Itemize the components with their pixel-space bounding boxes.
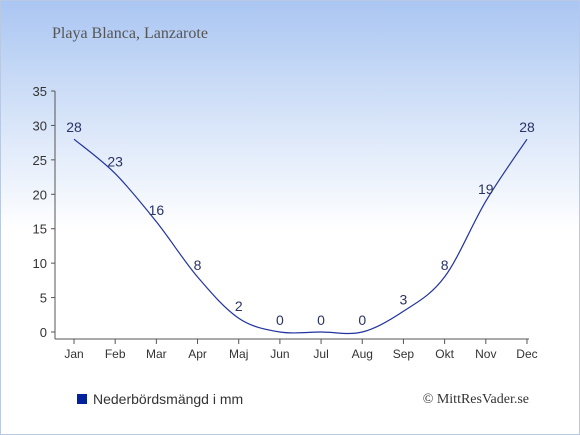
data-label: 28 <box>66 119 82 135</box>
plot-area: 28 23 16 8 2 0 0 0 3 8 19 28 <box>66 119 535 335</box>
y-tick-label: 25 <box>33 153 47 168</box>
data-label: 8 <box>441 257 449 273</box>
y-tick-label: 0 <box>40 325 47 340</box>
x-tick-label: Maj <box>229 347 248 361</box>
data-label: 16 <box>149 202 165 218</box>
x-tick-label: Okt <box>435 347 454 361</box>
copyright-text: © MittResVader.se <box>423 392 529 407</box>
x-tick-label: Aug <box>352 347 373 361</box>
x-tick-label: Apr <box>188 347 207 361</box>
x-tick-label: Jan <box>64 347 83 361</box>
data-label: 3 <box>400 291 408 307</box>
x-tick-label: Mar <box>146 347 167 361</box>
x-tick-label: Jul <box>313 347 328 361</box>
data-label: 0 <box>276 312 284 328</box>
x-tick-label: Feb <box>105 347 126 361</box>
chart-title: Playa Blanca, Lanzarote <box>52 25 208 42</box>
y-tick-label: 15 <box>33 222 47 237</box>
y-tick-label: 10 <box>33 256 47 271</box>
data-label: 28 <box>519 119 535 135</box>
x-tick-label: Jun <box>270 347 289 361</box>
y-tick-label: 5 <box>40 291 47 306</box>
data-label: 23 <box>107 154 123 170</box>
y-tick-label: 35 <box>33 84 47 99</box>
x-tick-label: Dec <box>516 347 537 361</box>
data-label: 19 <box>478 181 494 197</box>
legend-label: Nederbördsmängd i mm <box>93 391 243 407</box>
data-label: 0 <box>317 312 325 328</box>
precipitation-line <box>73 138 528 335</box>
y-tick-label: 30 <box>33 118 47 133</box>
data-label: 0 <box>358 312 366 328</box>
x-tick-label: Sep <box>393 347 415 361</box>
y-tick-label: 20 <box>33 187 47 202</box>
legend-marker <box>77 394 87 404</box>
data-label: 8 <box>194 257 202 273</box>
data-label: 2 <box>235 298 243 314</box>
x-tick-label: Nov <box>475 347 496 361</box>
